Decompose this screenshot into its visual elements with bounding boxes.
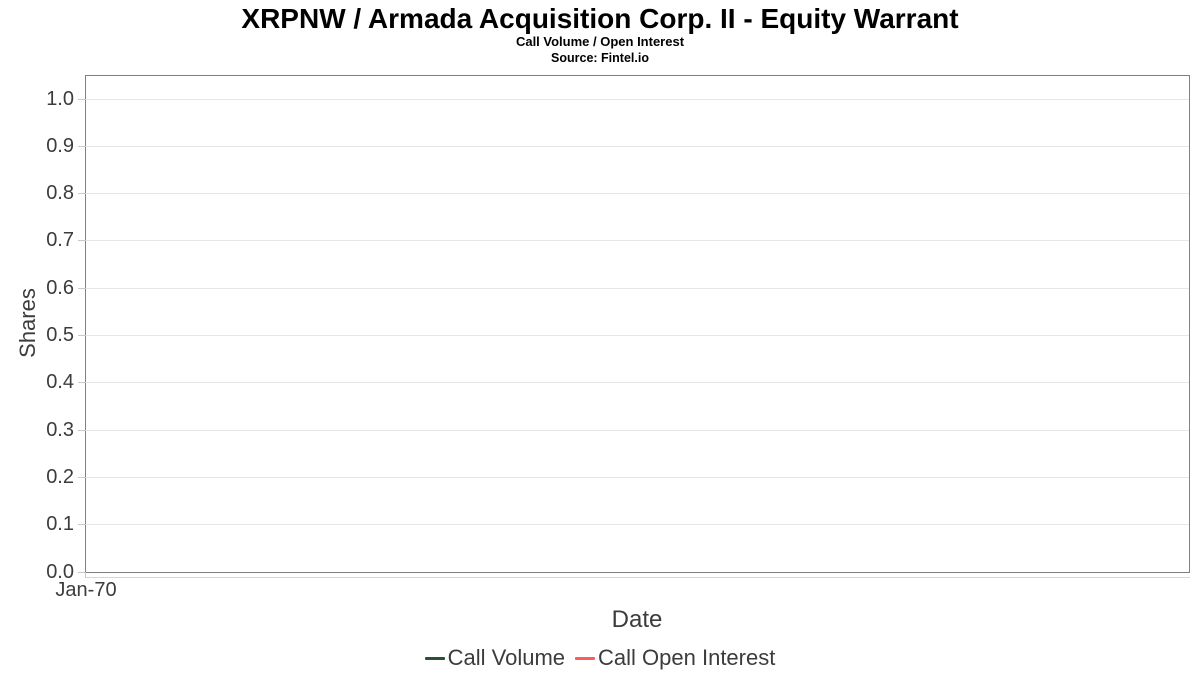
y-tick: [78, 193, 86, 194]
gridline: [86, 240, 1189, 241]
y-tick-label: 0.3: [46, 419, 74, 441]
y-tick-label: 0.5: [46, 324, 74, 346]
gridline: [86, 99, 1189, 100]
gridline: [86, 335, 1189, 336]
gridline: [86, 288, 1189, 289]
x-tick-label: Jan-70: [55, 579, 117, 601]
y-tick: [78, 240, 86, 241]
chart-title: XRPNW / Armada Acquisition Corp. II - Eq…: [241, 3, 959, 34]
x-axis-line: [85, 577, 1190, 578]
call-open-interest-line-marker: [575, 656, 596, 660]
chart-subtitle: Call Volume / Open Interest: [515, 34, 685, 49]
y-tick-label: 1.0: [46, 88, 74, 110]
gridline: [86, 146, 1189, 147]
x-axis-title: Date: [611, 606, 663, 633]
y-tick: [78, 430, 86, 431]
y-tick-label: 0.2: [46, 466, 74, 488]
y-tick-label: 0.7: [46, 229, 74, 251]
gridline: [86, 430, 1189, 431]
y-tick: [78, 288, 86, 289]
y-tick: [78, 477, 86, 478]
plot-area: [85, 75, 1190, 573]
gridline: [86, 193, 1189, 194]
y-tick-label: 0.6: [46, 277, 74, 299]
chart-source-note: Source: Fintel.io: [551, 51, 649, 65]
legend: Call Volume Call Open Interest: [0, 645, 1200, 671]
y-tick: [78, 335, 86, 336]
y-tick-label: 0.0: [46, 561, 74, 583]
y-tick-label: 0.9: [46, 135, 74, 157]
gridline: [86, 524, 1189, 525]
legend-label-call-open-interest: Call Open Interest: [598, 645, 776, 670]
gridline: [86, 382, 1189, 383]
y-tick: [78, 572, 86, 573]
y-tick-label: 0.8: [46, 182, 74, 204]
y-tick: [78, 524, 86, 525]
legend-item-call-volume[interactable]: Call Volume: [424, 645, 566, 671]
y-tick: [78, 146, 86, 147]
y-tick: [78, 99, 86, 100]
x-tick: [85, 573, 86, 578]
call-volume-line-marker: [424, 656, 445, 660]
y-tick-label: 0.4: [46, 371, 74, 393]
legend-item-call-open-interest[interactable]: Call Open Interest: [575, 645, 775, 671]
gridline: [86, 477, 1189, 478]
y-tick-label: 0.1: [46, 513, 74, 535]
legend-label-call-volume: Call Volume: [447, 645, 566, 670]
y-tick: [78, 382, 86, 383]
